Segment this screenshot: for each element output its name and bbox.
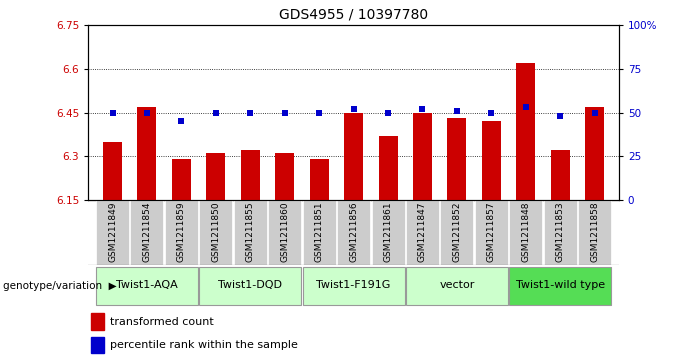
Point: [348, 106, 359, 112]
Point: [590, 110, 600, 115]
Bar: [509, 200, 543, 265]
Bar: [165, 200, 198, 265]
Bar: [544, 200, 577, 265]
Bar: [337, 200, 370, 265]
Point: [486, 110, 497, 115]
Text: GSM1211852: GSM1211852: [452, 201, 462, 262]
Text: GSM1211860: GSM1211860: [280, 201, 289, 262]
Point: [107, 110, 118, 115]
Title: GDS4955 / 10397780: GDS4955 / 10397780: [279, 8, 428, 21]
Point: [452, 108, 462, 114]
Text: GSM1211851: GSM1211851: [315, 201, 324, 262]
Bar: [206, 153, 225, 200]
Text: GSM1211859: GSM1211859: [177, 201, 186, 262]
Text: GSM1211861: GSM1211861: [384, 201, 392, 262]
Text: vector: vector: [439, 280, 475, 290]
Bar: [91, 313, 104, 330]
Text: GSM1211854: GSM1211854: [142, 201, 152, 262]
Point: [417, 106, 428, 112]
Point: [176, 118, 187, 124]
Text: Twist1-DQD: Twist1-DQD: [218, 280, 282, 290]
Point: [279, 110, 290, 115]
Point: [245, 110, 256, 115]
Point: [313, 110, 324, 115]
Bar: [137, 107, 156, 200]
Bar: [103, 142, 122, 200]
Bar: [406, 200, 439, 265]
Bar: [199, 267, 301, 305]
Text: GSM1211850: GSM1211850: [211, 201, 220, 262]
Text: GSM1211857: GSM1211857: [487, 201, 496, 262]
Bar: [91, 337, 104, 354]
Text: GSM1211847: GSM1211847: [418, 201, 427, 262]
Point: [383, 110, 394, 115]
Text: Twist1-wild type: Twist1-wild type: [515, 280, 605, 290]
Bar: [309, 159, 328, 200]
Bar: [585, 107, 604, 200]
Bar: [172, 159, 191, 200]
Bar: [516, 63, 535, 200]
Bar: [344, 113, 363, 200]
Text: GSM1211853: GSM1211853: [556, 201, 565, 262]
Text: Twist1-AQA: Twist1-AQA: [116, 280, 178, 290]
Text: Twist1-F191G: Twist1-F191G: [316, 280, 391, 290]
Bar: [131, 200, 163, 265]
Bar: [551, 150, 570, 200]
Text: genotype/variation  ▶: genotype/variation ▶: [3, 281, 117, 291]
Text: GSM1211849: GSM1211849: [108, 201, 117, 262]
Bar: [441, 200, 473, 265]
Bar: [475, 200, 508, 265]
Bar: [268, 200, 301, 265]
Bar: [303, 200, 336, 265]
Bar: [379, 136, 398, 200]
Text: GSM1211858: GSM1211858: [590, 201, 599, 262]
Bar: [275, 153, 294, 200]
Text: GSM1211848: GSM1211848: [522, 201, 530, 262]
Text: GSM1211855: GSM1211855: [245, 201, 255, 262]
Bar: [509, 267, 611, 305]
Point: [555, 113, 566, 119]
Bar: [234, 200, 267, 265]
Point: [141, 110, 152, 115]
Point: [520, 105, 531, 110]
Text: transformed count: transformed count: [109, 317, 214, 327]
Bar: [303, 267, 405, 305]
Text: percentile rank within the sample: percentile rank within the sample: [109, 340, 297, 350]
Bar: [371, 200, 405, 265]
Bar: [96, 267, 198, 305]
Bar: [241, 150, 260, 200]
Bar: [199, 200, 233, 265]
Text: GSM1211856: GSM1211856: [349, 201, 358, 262]
Bar: [482, 121, 501, 200]
Bar: [96, 200, 129, 265]
Bar: [406, 267, 508, 305]
Bar: [578, 200, 611, 265]
Bar: [413, 113, 432, 200]
Point: [210, 110, 221, 115]
Bar: [447, 118, 466, 200]
